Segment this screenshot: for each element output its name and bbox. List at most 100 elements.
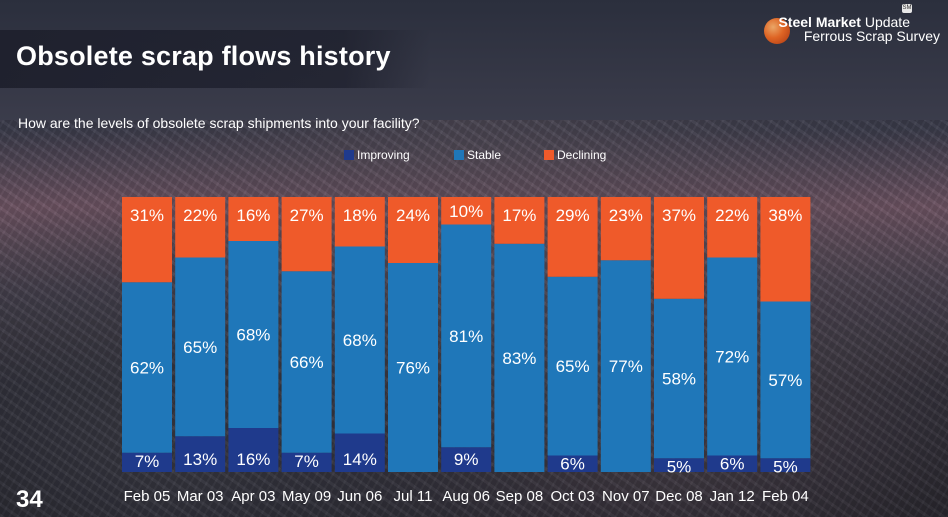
logo-badge: SM — [902, 4, 912, 13]
chart-question: How are the levels of obsolete scrap shi… — [18, 115, 420, 131]
bar-stable-feb-05 — [122, 282, 172, 453]
bar-stable-jul-11 — [388, 263, 438, 472]
data-label-declining-feb-05: 31% — [130, 206, 164, 225]
data-label-improving-aug-06: 9% — [454, 450, 479, 469]
data-label-improving-dec-08: 5% — [667, 457, 692, 476]
data-label-improving-may-09: 7% — [294, 452, 319, 471]
data-label-declining-mar-03: 22% — [183, 206, 217, 225]
legend-item-declining: Declining — [544, 148, 606, 162]
x-tick-label-nov-07: Nov 07 — [602, 488, 650, 505]
data-label-improving-feb-04: 5% — [773, 457, 798, 476]
bar-declining-jun-06 — [334, 197, 385, 247]
legend-item-stable: Stable — [454, 148, 501, 162]
bar-stable-mar-03 — [175, 257, 226, 437]
data-label-stable-aug-06: 81% — [449, 327, 483, 346]
data-label-improving-apr-03: 16% — [236, 450, 270, 469]
data-label-stable-mar-03: 65% — [183, 338, 217, 357]
bar-stable-feb-04 — [760, 301, 811, 459]
x-tick-label-oct-03: Oct 03 — [551, 488, 595, 505]
bar-declining-feb-05 — [122, 197, 172, 283]
bar-improving-feb-04 — [760, 458, 811, 472]
data-label-stable-sep-08: 83% — [502, 349, 536, 368]
x-tick-label-dec-08: Dec 08 — [655, 488, 703, 505]
data-label-declining-nov-07: 23% — [609, 206, 643, 225]
x-tick-label-jun-06: Jun 06 — [337, 488, 382, 505]
legend-label-improving: Improving — [357, 148, 410, 162]
chart-legend: Improving Stable Declining — [0, 148, 948, 164]
bar-declining-sep-08 — [494, 197, 545, 244]
data-label-declining-apr-03: 16% — [236, 206, 270, 225]
x-tick-label-apr-03: Apr 03 — [231, 488, 275, 505]
bar-stable-aug-06 — [441, 224, 492, 448]
legend-label-stable: Stable — [467, 148, 502, 162]
data-label-declining-may-09: 27% — [290, 206, 324, 225]
data-label-declining-jan-12: 22% — [715, 206, 749, 225]
x-tick-label-sep-08: Sep 08 — [496, 488, 544, 505]
bar-stable-sep-08 — [494, 243, 545, 472]
x-tick-label-aug-06: Aug 06 — [442, 488, 490, 505]
data-label-improving-feb-05: 7% — [135, 452, 160, 471]
x-tick-label-jul-11: Jul 11 — [394, 488, 433, 505]
data-label-stable-may-09: 66% — [290, 353, 324, 372]
data-label-declining-jun-06: 18% — [343, 206, 377, 225]
data-label-stable-apr-03: 68% — [236, 326, 270, 345]
data-label-improving-mar-03: 13% — [183, 450, 217, 469]
bar-stable-may-09 — [281, 271, 332, 453]
bar-declining-feb-04 — [760, 197, 811, 302]
bar-declining-nov-07 — [600, 197, 651, 261]
data-label-declining-sep-08: 17% — [502, 206, 536, 225]
bar-improving-aug-06 — [441, 447, 492, 472]
legend-swatch-improving — [344, 150, 354, 160]
page-number: 34 — [16, 486, 43, 513]
steel-market-update-logo: SM Steel Market Update Ferrous Scrap Sur… — [742, 4, 942, 46]
data-label-stable-feb-04: 57% — [768, 371, 802, 390]
data-label-improving-jan-12: 6% — [720, 455, 745, 474]
legend-label-declining: Declining — [557, 148, 607, 162]
bar-improving-may-09 — [281, 452, 332, 472]
data-label-improving-oct-03: 6% — [560, 455, 585, 474]
legend-swatch-declining — [544, 150, 554, 160]
bar-declining-dec-08 — [654, 197, 704, 299]
data-label-stable-jul-11: 76% — [396, 359, 430, 378]
logo-brand-bold: Steel Market — [778, 14, 861, 30]
data-label-stable-feb-05: 62% — [130, 359, 164, 378]
bar-stable-nov-07 — [600, 260, 651, 472]
data-label-stable-dec-08: 58% — [662, 370, 696, 389]
bar-improving-mar-03 — [175, 436, 226, 472]
bar-declining-apr-03 — [228, 197, 279, 241]
bar-improving-oct-03 — [547, 455, 598, 472]
x-tick-label-feb-04: Feb 04 — [762, 488, 809, 505]
data-label-improving-jun-06: 14% — [343, 450, 377, 469]
bar-declining-aug-06 — [441, 197, 492, 225]
data-label-stable-oct-03: 65% — [556, 357, 590, 376]
data-label-declining-jul-11: 24% — [396, 206, 430, 225]
data-label-stable-jun-06: 68% — [343, 331, 377, 350]
bar-declining-may-09 — [281, 197, 332, 272]
slide-title: Obsolete scrap flows history — [16, 41, 391, 71]
bar-improving-apr-03 — [228, 428, 279, 472]
bar-improving-dec-08 — [654, 458, 704, 472]
x-tick-label-feb-05: Feb 05 — [124, 488, 171, 505]
bar-improving-jan-12 — [707, 455, 758, 472]
bar-improving-jun-06 — [334, 433, 385, 472]
data-label-declining-dec-08: 37% — [662, 206, 696, 225]
data-label-declining-feb-04: 38% — [768, 206, 802, 225]
data-label-stable-nov-07: 77% — [609, 357, 643, 376]
bar-improving-feb-05 — [122, 452, 172, 472]
bar-stable-jun-06 — [334, 246, 385, 434]
bar-declining-mar-03 — [175, 197, 226, 258]
x-tick-label-may-09: May 09 — [282, 488, 331, 505]
bar-stable-oct-03 — [547, 276, 598, 456]
bar-stable-dec-08 — [654, 298, 704, 459]
data-label-stable-jan-12: 72% — [715, 348, 749, 367]
x-tick-label-mar-03: Mar 03 — [177, 488, 224, 505]
bar-declining-oct-03 — [547, 197, 598, 277]
bar-declining-jan-12 — [707, 197, 758, 258]
legend-item-improving: Improving — [344, 148, 410, 162]
data-label-declining-aug-06: 10% — [449, 202, 483, 221]
logo-subtitle: Ferrous Scrap Survey — [803, 28, 940, 44]
bar-declining-jul-11 — [388, 197, 438, 263]
x-tick-label-jan-12: Jan 12 — [710, 488, 755, 505]
logo-brand-rest: Update — [860, 14, 910, 30]
